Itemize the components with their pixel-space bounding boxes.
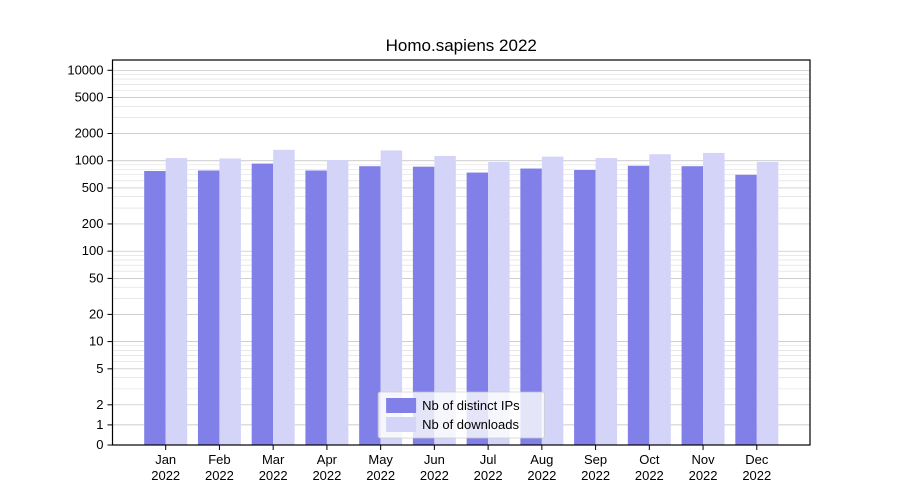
svg-text:Jul: Jul — [480, 452, 497, 467]
svg-text:200: 200 — [82, 216, 104, 231]
svg-text:2022: 2022 — [366, 468, 395, 483]
svg-text:2022: 2022 — [259, 468, 288, 483]
svg-text:2022: 2022 — [742, 468, 771, 483]
svg-text:Nov: Nov — [691, 452, 715, 467]
svg-text:Jun: Jun — [424, 452, 445, 467]
svg-text:1000: 1000 — [75, 153, 104, 168]
svg-text:2: 2 — [96, 397, 103, 412]
svg-text:Homo.sapiens 2022: Homo.sapiens 2022 — [386, 36, 537, 55]
svg-text:Jan: Jan — [155, 452, 176, 467]
svg-text:Oct: Oct — [639, 452, 660, 467]
svg-text:10000: 10000 — [67, 62, 103, 77]
svg-text:2022: 2022 — [581, 468, 610, 483]
svg-text:Apr: Apr — [317, 452, 338, 467]
svg-text:500: 500 — [82, 180, 104, 195]
svg-text:2022: 2022 — [527, 468, 556, 483]
svg-text:Nb of distinct IPs: Nb of distinct IPs — [422, 398, 520, 413]
svg-text:2022: 2022 — [420, 468, 449, 483]
svg-text:Mar: Mar — [262, 452, 285, 467]
svg-text:Feb: Feb — [208, 452, 230, 467]
svg-text:2022: 2022 — [474, 468, 503, 483]
svg-text:5000: 5000 — [75, 90, 104, 105]
svg-text:2022: 2022 — [151, 468, 180, 483]
svg-text:10: 10 — [89, 334, 103, 349]
svg-text:Nb of downloads: Nb of downloads — [422, 417, 519, 432]
svg-text:50: 50 — [89, 270, 103, 285]
svg-text:Aug: Aug — [530, 452, 553, 467]
svg-text:0: 0 — [96, 437, 103, 452]
svg-text:2022: 2022 — [689, 468, 718, 483]
svg-text:2000: 2000 — [75, 126, 104, 141]
svg-text:5: 5 — [96, 361, 103, 376]
svg-text:2022: 2022 — [205, 468, 234, 483]
svg-text:2022: 2022 — [312, 468, 341, 483]
svg-text:May: May — [368, 452, 393, 467]
svg-text:Sep: Sep — [584, 452, 607, 467]
svg-text:1: 1 — [96, 417, 103, 432]
svg-text:100: 100 — [82, 243, 104, 258]
svg-text:Dec: Dec — [745, 452, 769, 467]
svg-text:2022: 2022 — [635, 468, 664, 483]
svg-text:20: 20 — [89, 306, 103, 321]
